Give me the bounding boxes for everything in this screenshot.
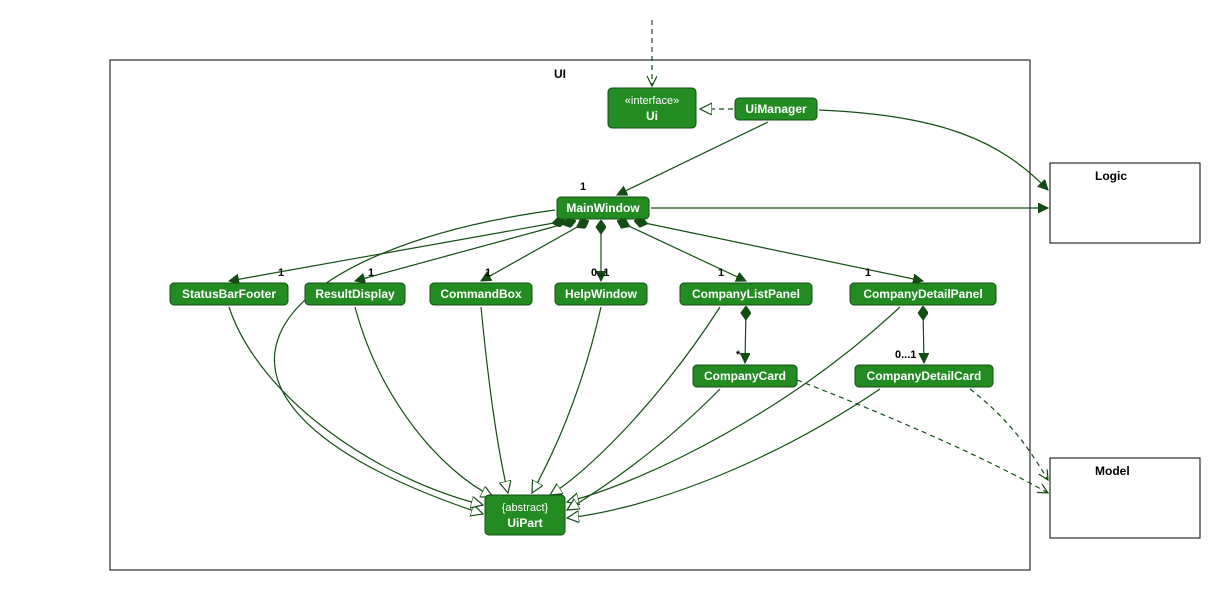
mult-companylist: 1 xyxy=(718,267,724,279)
edge-companycard-model xyxy=(797,380,1048,493)
package-logic-label: Logic xyxy=(1095,169,1127,183)
node-uipart-name: UiPart xyxy=(507,516,542,530)
edge-mw-commandbox xyxy=(481,221,588,281)
edge-statusbar-uipart xyxy=(229,307,483,505)
node-ui-interface-stereo: «interface» xyxy=(625,95,679,107)
edge-clp-companycard xyxy=(745,307,746,363)
node-companydetailcard-label: CompanyDetailCard xyxy=(867,369,982,383)
node-mainwindow: MainWindow xyxy=(557,197,649,219)
node-companydetailcard: CompanyDetailCard xyxy=(855,365,993,387)
edge-uimanager-mainwindow xyxy=(617,122,768,195)
mult-companydetail: 1 xyxy=(865,267,871,279)
node-companycard: CompanyCard xyxy=(693,365,797,387)
node-helpwindow-label: HelpWindow xyxy=(565,287,638,301)
node-mainwindow-label: MainWindow xyxy=(566,201,640,215)
edge-cdp-companydetailcard xyxy=(923,307,924,363)
package-model-label: Model xyxy=(1095,464,1130,478)
node-companylistpanel-label: CompanyListPanel xyxy=(692,287,800,301)
node-resultdisplay: ResultDisplay xyxy=(305,283,405,305)
node-companylistpanel: CompanyListPanel xyxy=(680,283,812,305)
node-companycard-label: CompanyCard xyxy=(704,369,786,383)
node-companydetailpanel-label: CompanyDetailPanel xyxy=(863,287,982,301)
edge-cdp-uipart xyxy=(567,307,900,502)
node-uipart: {abstract} UiPart xyxy=(485,495,565,535)
node-statusbarfooter: StatusBarFooter xyxy=(170,283,288,305)
edge-companydetailcard-model xyxy=(970,389,1048,480)
package-ui-label: UI xyxy=(554,67,566,81)
package-logic: Logic xyxy=(1050,163,1200,243)
mult-commandbox: 1 xyxy=(485,267,491,279)
node-uimanager: UiManager xyxy=(735,98,817,120)
edge-mainwindow-uipart xyxy=(274,210,555,514)
edge-resultdisplay-uipart xyxy=(355,307,493,497)
mult-mainwindow: 1 xyxy=(580,181,586,193)
node-resultdisplay-label: ResultDisplay xyxy=(315,287,395,301)
node-ui-interface: «interface» Ui xyxy=(608,88,696,128)
edge-uimanager-logic xyxy=(819,110,1048,190)
edge-mw-companylist xyxy=(618,221,746,281)
uml-diagram: UI Logic Model 1 1 1 1 0..1 1 1 * 0...1 xyxy=(0,0,1210,593)
node-uimanager-label: UiManager xyxy=(745,102,807,116)
edge-clp-uipart xyxy=(550,307,720,495)
node-statusbarfooter-label: StatusBarFooter xyxy=(182,287,276,301)
mult-statusbar: 1 xyxy=(278,267,284,279)
edge-commandbox-uipart xyxy=(481,307,508,493)
node-companydetailpanel: CompanyDetailPanel xyxy=(850,283,996,305)
node-helpwindow: HelpWindow xyxy=(555,283,647,305)
node-commandbox-label: CommandBox xyxy=(440,287,522,301)
node-uipart-stereo: {abstract} xyxy=(502,502,549,514)
node-ui-interface-name: Ui xyxy=(646,109,658,123)
node-commandbox: CommandBox xyxy=(430,283,532,305)
mult-helpwindow: 0..1 xyxy=(591,267,609,279)
mult-companydetailcard: 0...1 xyxy=(895,349,916,361)
mult-companycard: * xyxy=(736,349,741,361)
edge-helpwindow-uipart xyxy=(532,307,601,493)
mult-resultdisplay: 1 xyxy=(368,267,374,279)
edge-mw-companydetail xyxy=(635,221,923,281)
edge-companydetailcard-uipart xyxy=(567,389,880,518)
package-model: Model xyxy=(1050,458,1200,538)
